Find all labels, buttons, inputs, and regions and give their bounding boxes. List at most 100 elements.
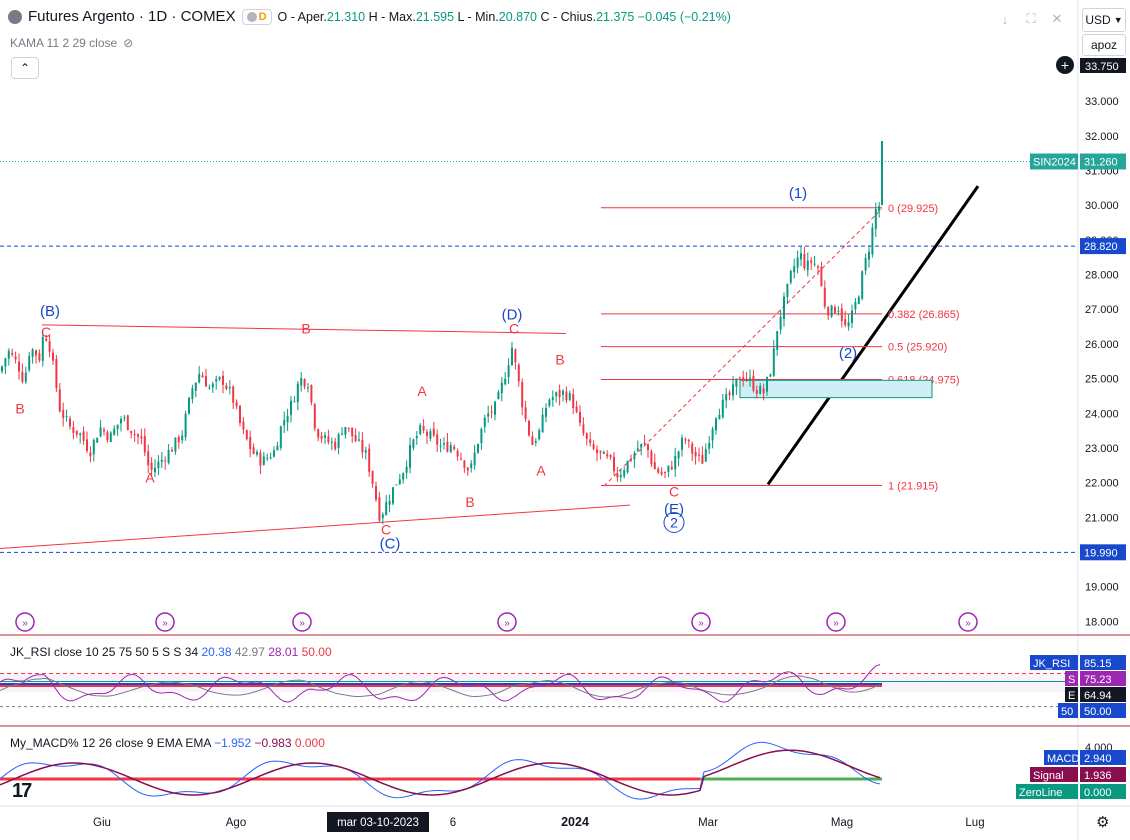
candle-body: [320, 435, 323, 439]
candle-body: [143, 435, 146, 453]
ohlc-readout: O - Aper.21.310 H - Max.21.595 L - Min.2…: [278, 10, 731, 24]
rsi-value-1: 20.38: [201, 645, 232, 659]
tradingview-logo[interactable]: 17: [12, 780, 32, 802]
macd-legend[interactable]: My_MACD% 12 26 close 9 EMA EMA −1.952 −0…: [10, 736, 325, 750]
candle-body: [405, 466, 408, 473]
rsi-tag-value-box: [1080, 655, 1126, 670]
price-tag-box: [1080, 238, 1126, 255]
candle-body: [460, 458, 462, 460]
status-pill[interactable]: D: [241, 8, 272, 25]
gear-icon[interactable]: ⚙: [1096, 814, 1110, 831]
candle-body: [262, 456, 265, 465]
wave-circle-label: 2: [670, 514, 678, 530]
candle-body: [133, 433, 136, 435]
candle-body: [728, 392, 731, 396]
candle-body: [813, 263, 816, 265]
close-value: 21.375: [596, 9, 635, 24]
rsi-tag-label: 50: [1061, 706, 1073, 718]
support-box: [739, 379, 933, 399]
candle-body: [640, 443, 643, 448]
candle-body: [660, 471, 663, 475]
candle-body: [817, 266, 819, 268]
change-value: −0.045 (−0.21%): [637, 9, 731, 24]
candle-body: [283, 419, 286, 426]
close-label: C - Chius.: [540, 9, 597, 24]
lower-trendline: [0, 504, 631, 550]
delay-badge: D: [258, 10, 267, 23]
macd-value-1: −1.952: [214, 736, 252, 750]
price-tick: 19.000: [1085, 582, 1119, 594]
candle-body: [511, 347, 513, 366]
candle-body: [303, 379, 306, 387]
candle-body: [337, 434, 340, 448]
chevron-up-icon: ⌃: [19, 61, 31, 75]
kama-legend[interactable]: KAMA 11 2 29 close ⊘: [10, 36, 133, 50]
price-tick: 24.000: [1085, 408, 1119, 420]
scale-mode-button[interactable]: apoz: [1082, 34, 1126, 56]
candle-body: [704, 449, 707, 462]
candle-body: [4, 358, 7, 367]
status-dot-icon: [246, 11, 257, 22]
candle-body: [449, 445, 452, 452]
candle-body: [711, 428, 714, 441]
low-label: L - Min.: [457, 9, 499, 24]
candle-body: [830, 305, 833, 317]
candle-body: [147, 451, 150, 466]
symbol-title[interactable]: Futures Argento · 1D · COMEX: [28, 8, 236, 25]
wave-label: A: [417, 383, 427, 399]
candle-body: [293, 401, 296, 403]
macd-tag-label: MACD: [1047, 753, 1079, 765]
download-icon[interactable]: ↓: [1001, 11, 1009, 27]
candle-body: [436, 434, 439, 445]
candle-body: [378, 497, 381, 521]
candle-body: [201, 375, 204, 378]
candle-body: [381, 514, 384, 519]
candle-body: [524, 407, 527, 419]
candle-body: [361, 440, 364, 453]
price-tag-value: 28.820: [1084, 241, 1118, 253]
candle-body: [330, 441, 333, 443]
candle-body: [402, 473, 405, 480]
candle-body: [310, 385, 313, 403]
rsi-tag-label-box: [1065, 687, 1078, 702]
price-tick: 23.000: [1085, 443, 1119, 455]
low-value: 20.870: [498, 9, 537, 24]
price-tick: 21.000: [1085, 512, 1119, 524]
candle-body: [116, 424, 119, 430]
rsi-tag-value: 85.15: [1084, 658, 1112, 670]
candle-body: [463, 460, 466, 468]
collapse-legend-button[interactable]: ⌃: [11, 57, 39, 79]
rsi-tag-value-box: [1080, 671, 1126, 686]
candle-body: [483, 417, 486, 428]
eye-off-icon[interactable]: ⊘: [123, 36, 134, 50]
candle-body: [779, 316, 782, 330]
time-tick: Giu: [93, 817, 111, 829]
candle-body: [130, 430, 133, 434]
candle-body: [242, 421, 245, 430]
event-marker-icon: [826, 612, 846, 632]
candle-body: [470, 463, 473, 469]
candle-body: [616, 473, 619, 478]
candle-body: [738, 377, 741, 379]
add-plus-icon[interactable]: +: [1056, 56, 1074, 74]
currency-select[interactable]: USD ▼: [1082, 8, 1126, 32]
candle-body: [58, 389, 61, 412]
rsi-legend[interactable]: JK_RSI close 10 25 75 50 5 S S 34 20.38 …: [10, 645, 332, 659]
candle-body: [443, 443, 445, 445]
macd-tag-value-box: [1080, 750, 1126, 765]
candle-body: [35, 350, 37, 356]
candle-body: [55, 358, 58, 389]
candle-body: [419, 425, 422, 435]
candle-body: [249, 437, 252, 450]
rsi-tag-value: 50.00: [1084, 706, 1112, 718]
candle-body: [528, 420, 530, 436]
candle-body: [592, 444, 595, 449]
price-tick: 18.000: [1085, 616, 1119, 628]
candle-body: [834, 307, 836, 313]
close-icon[interactable]: ✕: [1051, 11, 1063, 26]
rsi-tag-label-box: [1065, 671, 1078, 686]
candle-body: [681, 437, 683, 450]
fullscreen-icon[interactable]: ⛶: [1026, 11, 1036, 26]
candle-body: [868, 251, 870, 260]
